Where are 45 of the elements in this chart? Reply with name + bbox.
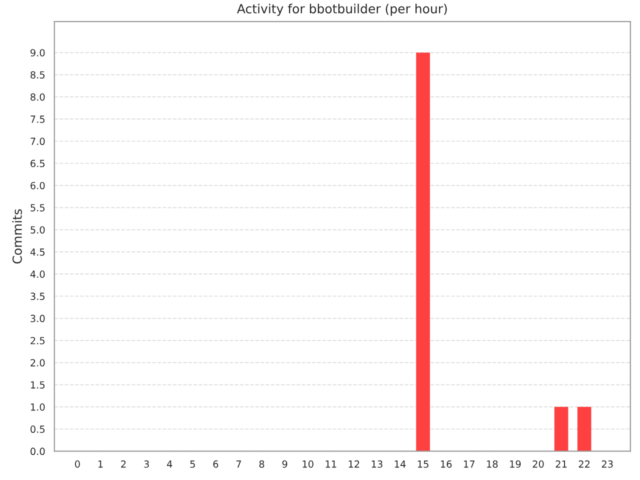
x-tick-label: 18 [487,460,498,468]
x-tick-label: 19 [510,460,521,468]
x-tick-label: 14 [394,460,406,468]
y-tick-label: 4.5 [30,248,45,256]
y-tick-label: 2.0 [30,359,45,366]
x-tick-label: 20 [532,460,544,468]
y-tick-label: 3.5 [30,292,45,300]
x-tick-label: 2 [121,460,126,468]
x-tick-label: 16 [440,460,452,468]
y-tick-label: 0.0 [30,448,45,456]
y-tick-label: 7.0 [30,138,45,146]
x-tick-label: 4 [166,460,172,468]
x-tick-label: 22 [578,460,590,468]
x-tick-label: 8 [259,460,264,468]
x-tick-label: 11 [326,460,336,468]
x-tick-label: 0 [74,460,80,468]
x-tick-label: 3 [144,460,149,468]
x-tick-label: 9 [282,460,288,468]
y-tick-label: 7.5 [30,116,45,123]
x-tick-label: 7 [236,460,241,468]
y-tick-label: 1.0 [30,403,45,411]
x-tick-label: 6 [213,460,218,468]
x-tick-label: 17 [464,460,474,468]
y-tick-label: 5.0 [30,226,45,234]
x-tick-label: 12 [348,460,360,468]
y-tick-label: 6.5 [30,160,45,168]
chart-title: Activity for bbotbuilder (per hour) [237,4,447,16]
x-tick-label: 21 [556,460,567,468]
x-tick-label: 13 [372,460,382,468]
y-tick-label: 8.0 [30,93,45,101]
y-tick-label: 9.0 [30,49,45,56]
y-tick-label: 5.5 [30,204,45,212]
y-axis-title: Commits [12,209,22,264]
x-tick-label: 10 [302,460,314,468]
y-tick-label: 4.0 [30,270,45,278]
y-tick-label: 3.0 [30,314,45,322]
y-tick-label: 8.5 [30,71,45,79]
x-tick-label: 15 [418,460,428,468]
x-tick-label: 1 [98,460,103,468]
y-tick-label: 0.5 [30,426,45,433]
y-tick-label: 2.5 [30,336,45,344]
x-tick-label: 23 [602,460,613,468]
y-tick-label: 6.0 [30,182,45,190]
y-tick-label: 1.5 [30,381,45,389]
x-tick-label: 5 [190,460,195,468]
